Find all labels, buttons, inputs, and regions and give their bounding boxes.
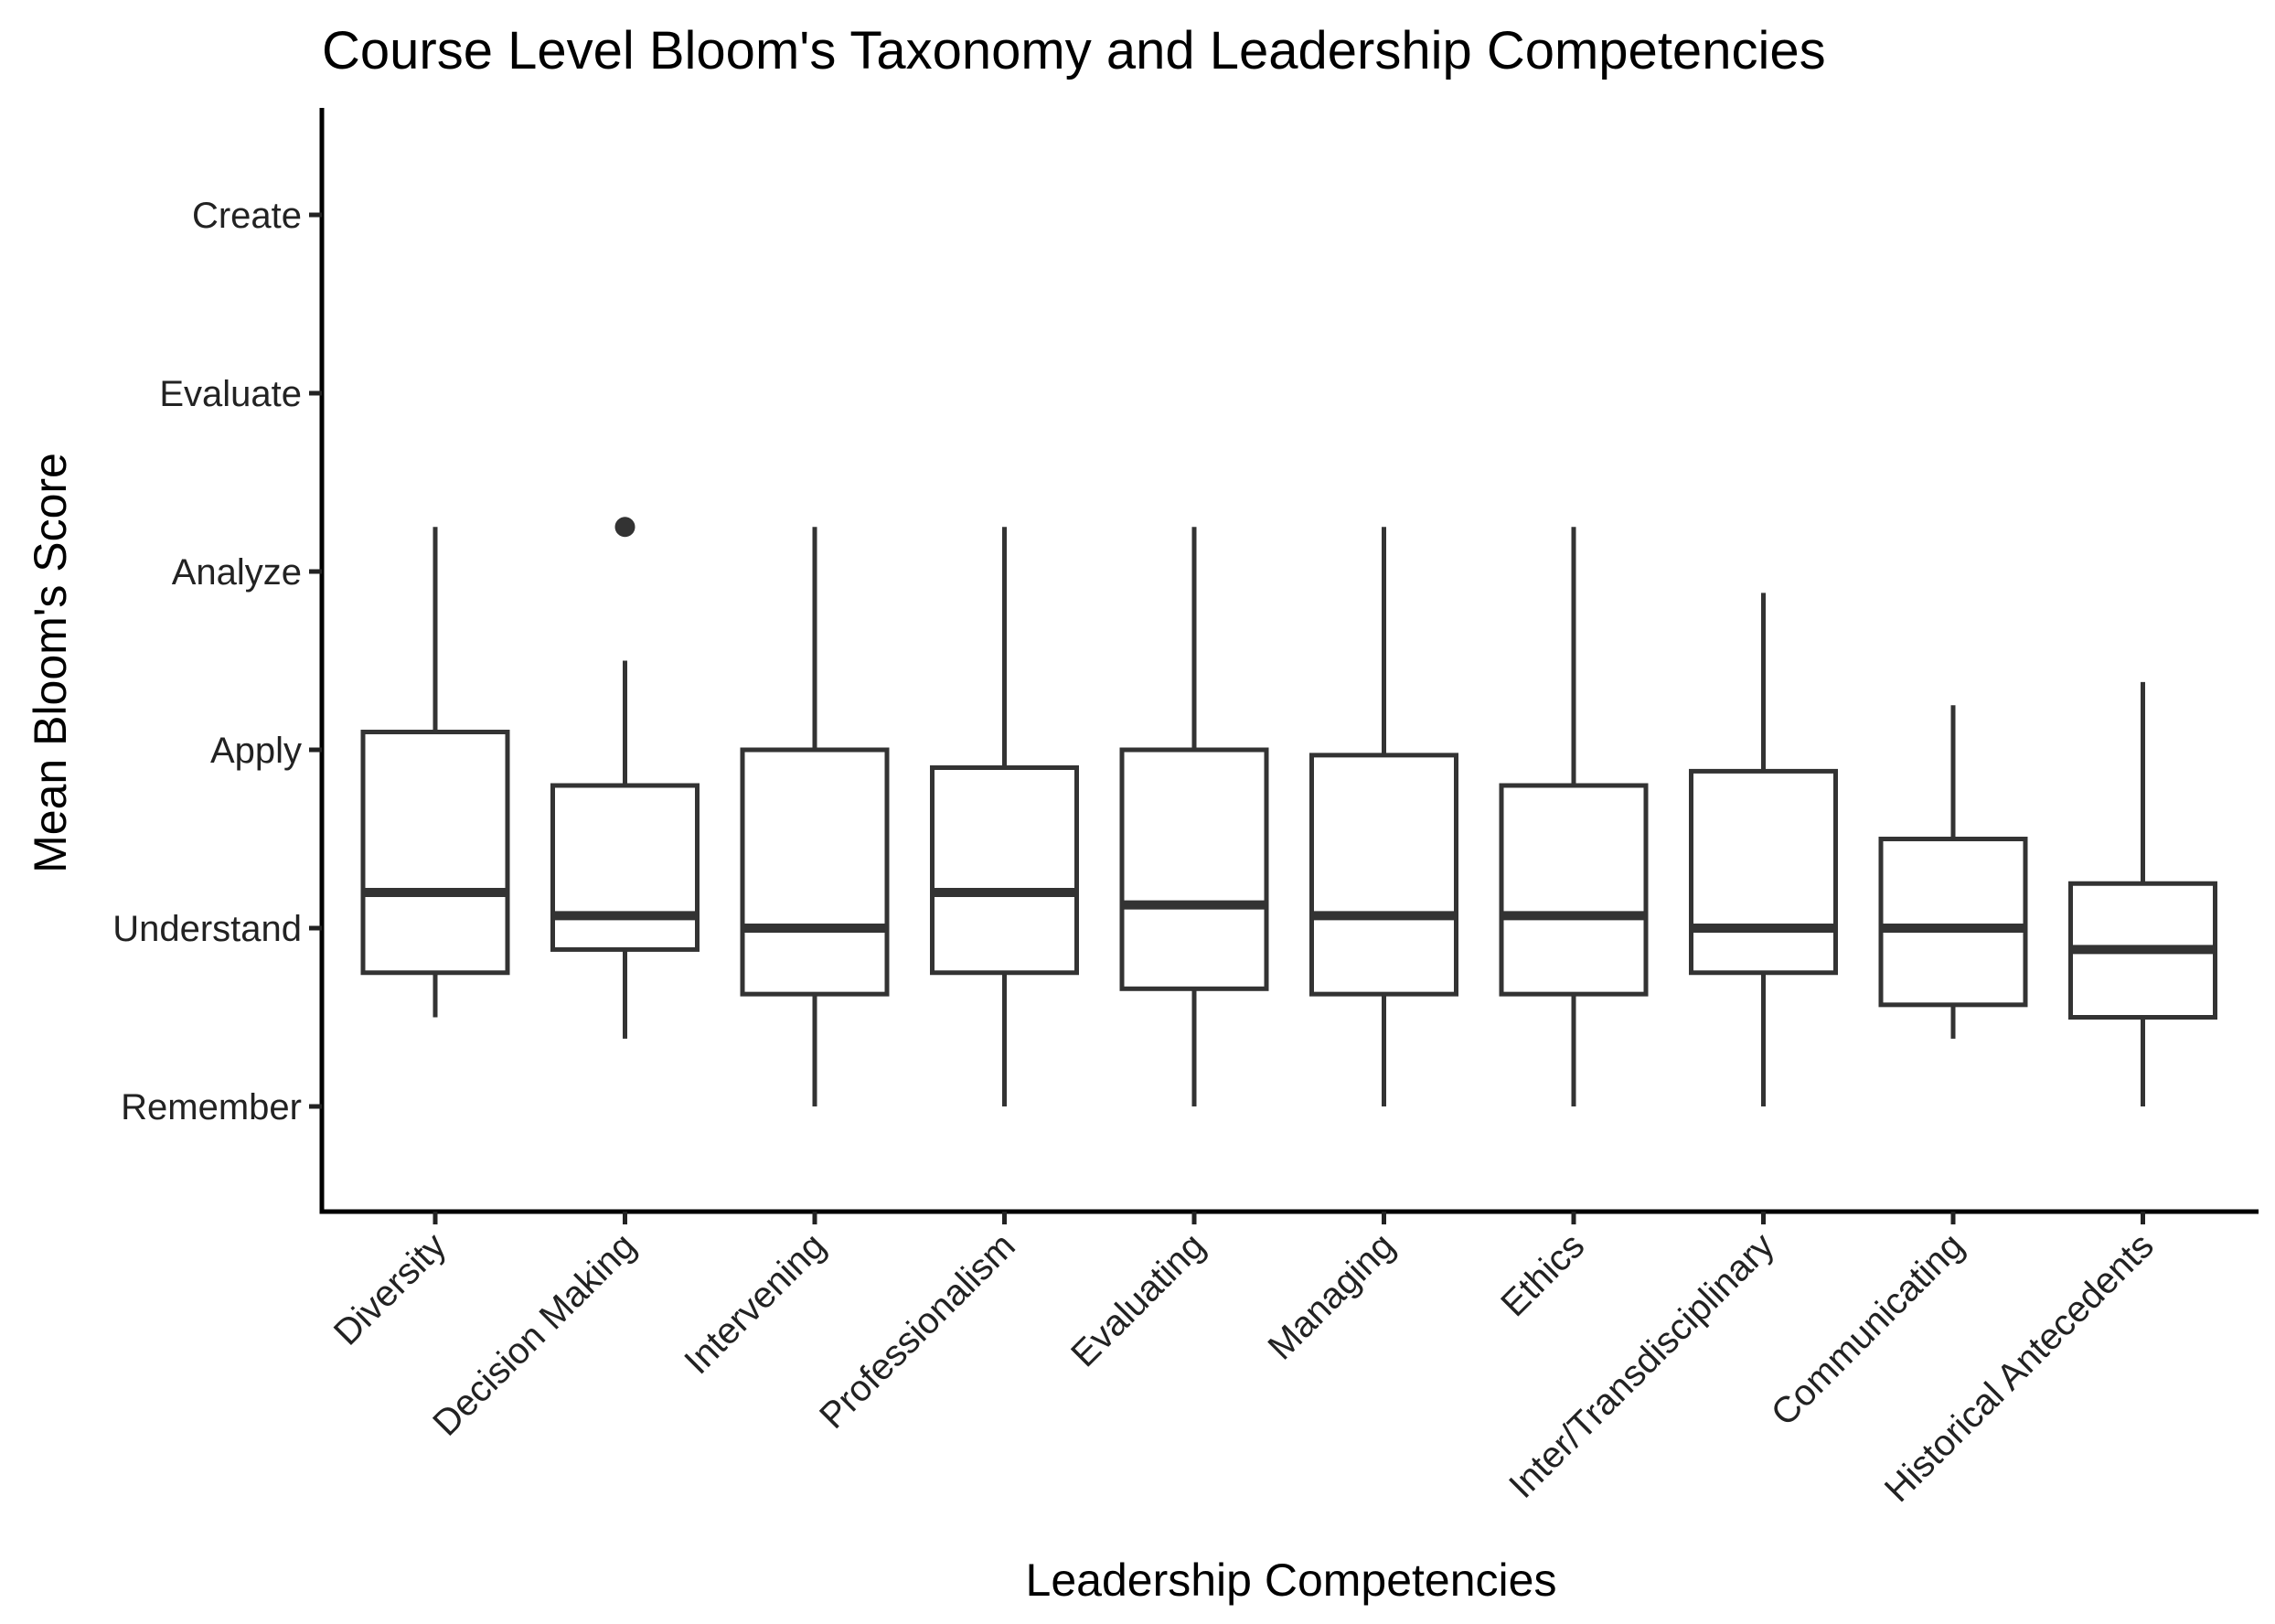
box-group (1878, 705, 2028, 1039)
y-tick-label: Apply (210, 731, 302, 771)
box-group (1689, 593, 1838, 1106)
box-group (740, 527, 890, 1106)
x-tick-label: Ethics (1493, 1225, 1592, 1324)
box-rect (550, 783, 700, 952)
plot-area (360, 517, 2217, 1106)
box-group (2068, 681, 2217, 1106)
y-tick-label: Create (192, 196, 302, 236)
outlier-point (614, 517, 636, 538)
y-axis: Remember Understand Apply Analyze Evaluate Cr… (112, 196, 322, 1127)
x-axis-title: Leadership Competencies (1026, 1555, 1557, 1606)
box-rect (930, 765, 1079, 976)
box-rect (1309, 753, 1458, 997)
x-tick-label: Managing (1261, 1225, 1403, 1367)
x-tick-label: Professionalism (812, 1225, 1023, 1437)
box-group (930, 527, 1079, 1106)
box-rect (1689, 768, 1838, 976)
x-tick-label: Communicating (1764, 1225, 1972, 1434)
y-tick-label: Remember (121, 1087, 302, 1127)
y-tick-label: Evaluate (159, 374, 302, 414)
y-axis-title: Mean Bloom's Score (25, 453, 76, 873)
x-tick-label: Intervening (677, 1225, 833, 1382)
box-rect (1119, 747, 1269, 991)
box-group (1119, 527, 1269, 1106)
x-tick-label: Diversity (326, 1225, 454, 1353)
box-group (550, 517, 700, 1039)
box-rect (1878, 837, 2028, 1008)
box-group (360, 527, 510, 1018)
y-tick-label: Understand (112, 909, 302, 949)
x-tick-label: Decision Making (425, 1225, 644, 1444)
chart-title: Course Level Bloom's Taxonomy and Leader… (322, 21, 1826, 80)
box-group (1499, 527, 1649, 1106)
box-rect (360, 730, 510, 976)
box-rect (740, 747, 890, 997)
box-group (1309, 527, 1458, 1106)
y-tick-label: Analyze (172, 552, 302, 593)
x-tick-label: Evaluating (1063, 1225, 1212, 1374)
box-rect (1499, 783, 1649, 997)
